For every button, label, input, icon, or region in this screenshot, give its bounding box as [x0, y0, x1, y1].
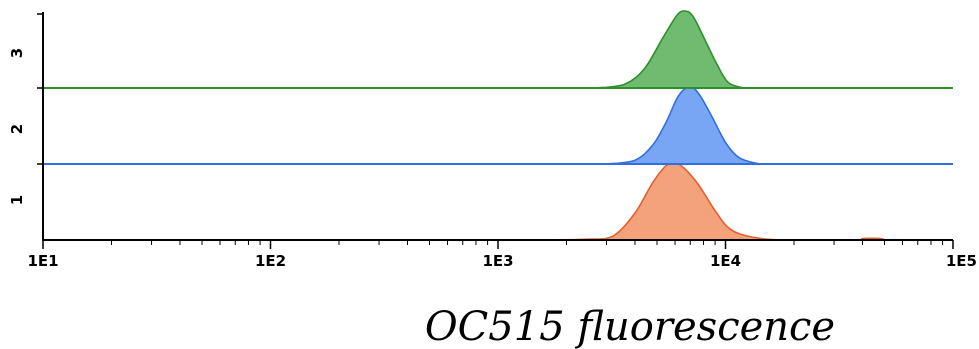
y-tick-label: 2	[8, 124, 26, 134]
x-axis-label: OC515 fluorescence	[425, 304, 835, 349]
x-tick-label: 1E1	[27, 252, 58, 270]
x-tick-label: 1E5	[946, 252, 977, 270]
series-2-fill	[606, 86, 759, 164]
axis-layer: 1E1 1E2 1E3 1E4 1E5 1 2 3	[8, 12, 977, 270]
y-tick-label: 1	[8, 195, 26, 205]
x-tick-label: 1E4	[710, 252, 741, 270]
x-tick-label: 1E3	[482, 252, 513, 270]
series-1-fill	[538, 162, 885, 240]
series-3-outline	[596, 10, 744, 89]
series-layer	[43, 10, 953, 241]
y-tick-label: 3	[8, 48, 26, 58]
series-3-fill	[596, 10, 744, 88]
x-tick-label: 1E2	[255, 252, 286, 270]
